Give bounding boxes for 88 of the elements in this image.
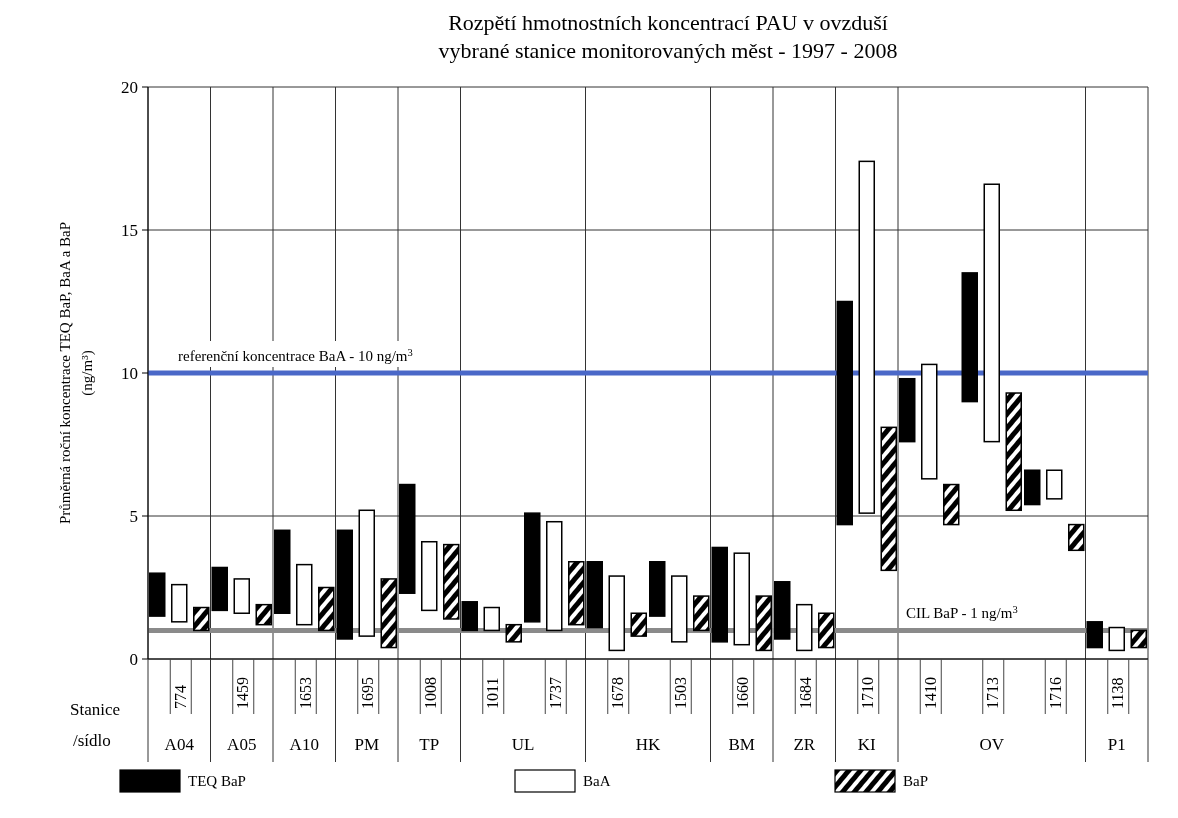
x-tick-label: 1678	[609, 677, 627, 709]
bar	[836, 300, 853, 526]
text: TP	[419, 735, 440, 754]
chart-title: Rozpětí hmotnostních koncentrací PAU v ovzduší vybrané stanice monitorovaných měst - 1997 - 2008	[438, 10, 898, 63]
bar	[711, 546, 728, 643]
bar	[1130, 629, 1147, 649]
text: KI	[857, 735, 877, 754]
y-axis-title: Průměrná roční koncentrace TEQ BaP, BaA a BaP (ng/m³)	[57, 221, 96, 525]
x-tick-label: 1684	[796, 677, 814, 709]
text: BM	[728, 735, 755, 754]
bar	[1108, 626, 1125, 652]
bar	[649, 561, 666, 617]
bar	[568, 561, 585, 626]
ref-line-label: referenční koncentrace BaA - 10 ng/m$^{3}$	[178, 346, 413, 364]
bar	[1068, 523, 1085, 552]
bar	[1024, 469, 1041, 506]
bar	[171, 583, 188, 623]
ref-line-label: CIL BaP - 1 ng/m$^{3}$	[906, 603, 1018, 622]
text: PM	[354, 735, 380, 754]
bar	[524, 512, 541, 623]
text: A10	[289, 735, 319, 754]
y-tick-label: 15	[121, 220, 138, 240]
bar	[399, 483, 416, 594]
bar	[274, 529, 291, 614]
y-tick-label: 0	[129, 649, 138, 669]
bar	[880, 426, 897, 572]
legend-label: BaP	[903, 773, 929, 789]
legend-label: BaA	[583, 773, 611, 789]
bar	[211, 566, 228, 612]
text: A05	[227, 735, 257, 754]
bar	[233, 578, 250, 614]
bar	[336, 529, 353, 640]
y-tick-label: 20	[121, 77, 138, 97]
bar	[1005, 392, 1022, 512]
bar	[755, 595, 772, 652]
bar	[733, 552, 750, 646]
text: OV	[979, 735, 1005, 754]
bar	[193, 606, 210, 632]
x-tick-label: 1410	[921, 677, 939, 709]
bar	[255, 603, 272, 626]
bar	[296, 563, 313, 626]
bar	[630, 612, 647, 637]
text: A04	[164, 735, 195, 754]
y-tick-label: 5	[129, 506, 138, 526]
x-tick-label: 1138	[1109, 677, 1127, 709]
bar	[921, 363, 938, 480]
text: ZR	[793, 735, 816, 754]
bar	[943, 483, 960, 526]
bar	[358, 509, 375, 637]
bar	[983, 183, 1000, 443]
bar	[318, 586, 335, 632]
bar	[505, 623, 522, 643]
bar	[858, 160, 875, 514]
bar	[774, 581, 791, 640]
bar	[961, 272, 978, 403]
bar	[1086, 621, 1103, 649]
x-tick-label: 1008	[421, 677, 439, 709]
x-tick-label: 1737	[546, 677, 564, 709]
bar	[586, 561, 603, 629]
bar	[608, 575, 625, 652]
bar	[693, 595, 710, 632]
x-tick-label: 1695	[359, 677, 377, 709]
x-tick-label: 1713	[984, 677, 1002, 709]
x-tick-label: 1459	[234, 677, 252, 709]
x-tick-label: 1011	[484, 677, 502, 709]
x-tick-label: 774	[171, 685, 189, 709]
text: P1	[1107, 735, 1126, 754]
x-axis-title: Stanice /sídlo	[70, 700, 121, 750]
bar	[546, 520, 563, 632]
x-tick-label: 1716	[1046, 677, 1064, 709]
bar	[1046, 469, 1063, 500]
bar	[818, 612, 835, 649]
legend-label: TEQ BaP	[188, 773, 246, 789]
text: UL	[511, 735, 535, 754]
x-tick-label: 1660	[734, 677, 752, 709]
y-tick-label: 10	[121, 363, 138, 383]
x-tick-label: 1653	[296, 677, 314, 709]
bar	[671, 575, 688, 643]
bar	[796, 603, 813, 652]
bar	[483, 606, 500, 632]
bar	[443, 543, 460, 620]
x-tick-label: 1503	[671, 677, 689, 709]
bar	[461, 601, 478, 632]
text: HK	[635, 735, 661, 754]
bar	[421, 540, 438, 612]
x-tick-label: 1710	[859, 677, 877, 709]
bar	[380, 578, 397, 649]
bar	[899, 377, 916, 443]
